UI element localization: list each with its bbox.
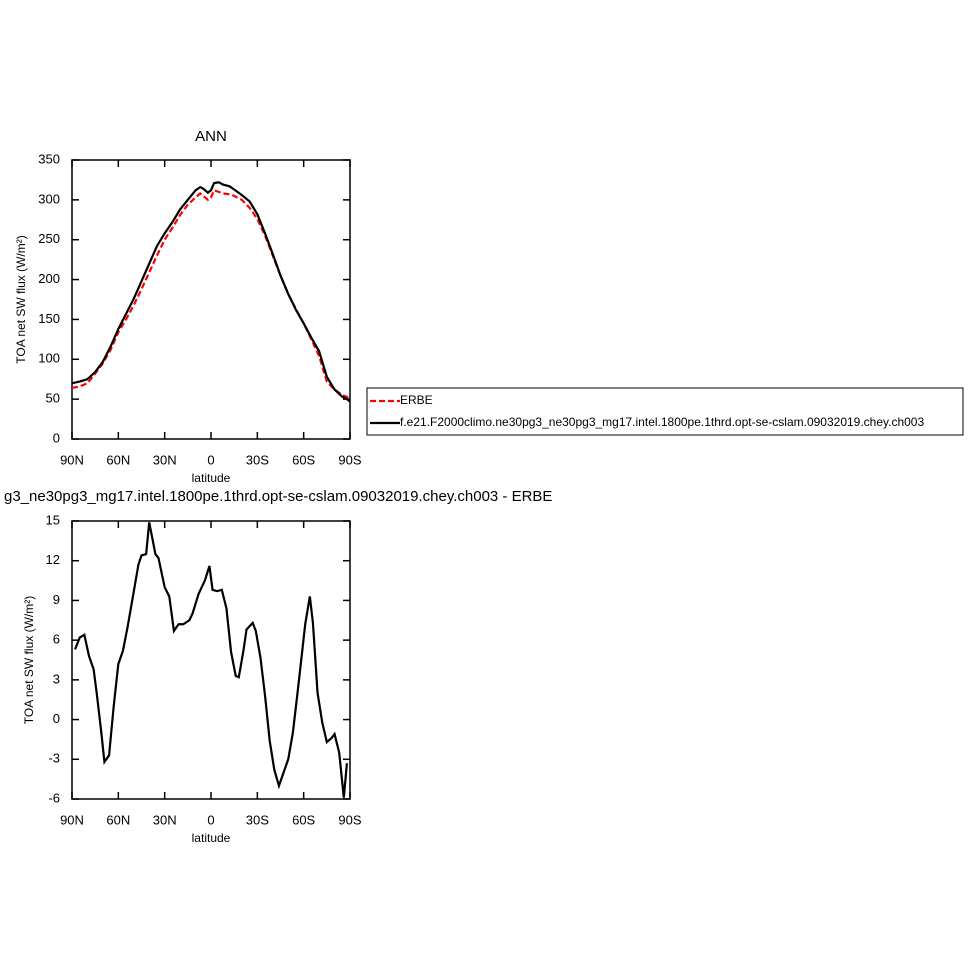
y-tick-label: 15: [46, 512, 60, 527]
x-tick-label: 30N: [153, 452, 177, 467]
x-tick-label: 60N: [106, 452, 130, 467]
chart-title: ANN: [195, 128, 227, 145]
y-axis-label: TOA net SW flux (W/m²): [14, 235, 28, 363]
x-tick-label: 90S: [338, 452, 361, 467]
legend-box: [366, 387, 964, 436]
y-tick-label: 9: [53, 592, 60, 607]
x-tick-label: 60S: [292, 812, 315, 827]
series-line: [71, 188, 351, 402]
y-tick-label: 100: [38, 351, 60, 366]
x-tick-label: 30N: [153, 812, 177, 827]
y-tick-label: 6: [53, 632, 60, 647]
y-tick-label: -6: [48, 790, 60, 805]
plot-frame: [71, 520, 351, 800]
chart-title: g3_ne30pg3_mg17.intel.1800pe.1thrd.opt-s…: [4, 488, 552, 505]
y-tick-label: 50: [46, 391, 60, 406]
x-axis-label: latitude: [192, 831, 231, 845]
y-tick-label: -3: [48, 751, 60, 766]
x-tick-label: 90N: [60, 452, 84, 467]
x-tick-label: 0: [207, 452, 214, 467]
x-tick-label: 30S: [246, 452, 269, 467]
y-tick-label: 12: [46, 552, 60, 567]
y-tick-label: 0: [53, 711, 60, 726]
y-tick-label: 200: [38, 271, 60, 286]
x-tick-label: 0: [207, 812, 214, 827]
y-tick-label: 3: [53, 671, 60, 686]
y-tick-label: 0: [53, 430, 60, 445]
y-axis-label: TOA net SW flux (W/m²): [22, 596, 36, 724]
y-tick-label: 250: [38, 231, 60, 246]
x-tick-label: 90N: [60, 812, 84, 827]
plot-frame: [71, 159, 351, 440]
x-tick-label: 60N: [106, 812, 130, 827]
x-tick-label: 30S: [246, 812, 269, 827]
y-tick-label: 300: [38, 191, 60, 206]
legend-label: f.e21.F2000climo.ne30pg3_ne30pg3_mg17.in…: [400, 415, 924, 429]
y-tick-label: 150: [38, 311, 60, 326]
x-tick-label: 60S: [292, 452, 315, 467]
legend-label: ERBE: [400, 393, 433, 407]
x-tick-label: 90S: [338, 812, 361, 827]
x-axis-label: latitude: [192, 471, 231, 485]
series-line: [74, 522, 349, 798]
y-tick-label: 350: [38, 151, 60, 166]
series-line: [71, 181, 351, 403]
